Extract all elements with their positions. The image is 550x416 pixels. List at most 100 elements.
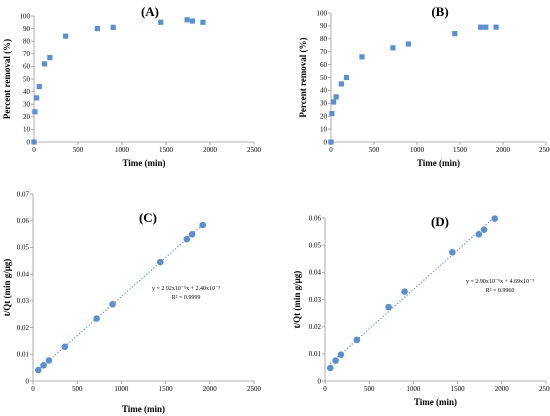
x-axis-label: Time (min) xyxy=(122,404,165,414)
data-point xyxy=(184,17,190,23)
data-point xyxy=(483,24,489,30)
panel-d: 0 500 1000 1500 2000 2500 0 0.01 0.02 0.03 0.04 0.0… xyxy=(292,214,550,407)
x-tick-label: 500 xyxy=(72,385,83,393)
x-tick-label: 0 xyxy=(32,146,36,154)
data-point xyxy=(189,18,195,24)
y-tick-label: 0.05 xyxy=(309,241,322,249)
y-tick-label: 0.06 xyxy=(17,217,30,225)
y-tick-label: 50 xyxy=(23,75,31,83)
trendline-equation: y = 2.90x10⁻⁵x + 4.69x10⁻³ xyxy=(466,279,534,285)
x-tick-label: 0 xyxy=(329,146,333,154)
y-tick-label: 0.02 xyxy=(309,323,322,331)
data-point xyxy=(31,139,37,145)
y-tick-label: 60 xyxy=(23,63,31,71)
y-tick-label: 0.06 xyxy=(309,214,322,222)
trendline-equation: y = 2.92x10⁻⁵x + 2.40x10⁻³ xyxy=(152,286,220,292)
trendline xyxy=(37,224,204,371)
x-tick-label: 1000 xyxy=(114,385,129,393)
y-tick-label: 0 xyxy=(318,377,322,385)
y-tick-label: 0.07 xyxy=(17,190,30,198)
y-tick-label: 60 xyxy=(320,61,328,69)
x-tick-label: 2500 xyxy=(247,146,262,154)
data-point xyxy=(475,231,483,238)
data-point xyxy=(63,33,69,39)
data-point xyxy=(337,351,345,358)
data-point xyxy=(41,61,48,67)
x-tick-label: 2000 xyxy=(203,385,218,393)
y-tick-label: 0.03 xyxy=(17,297,30,305)
x-tick-label: 1000 xyxy=(406,385,421,393)
y-tick-label: 90 xyxy=(23,25,31,33)
y-tick-label: 70 xyxy=(23,50,31,58)
panel-b: 0 500 1000 1500 2000 2500 0 10 20 30 40 50 60 70 80 90 1… xyxy=(298,4,550,168)
y-tick-label: 90 xyxy=(320,22,328,30)
y-tick-label: 10 xyxy=(23,126,31,134)
data-point xyxy=(61,343,69,351)
data-point xyxy=(493,24,499,30)
y-tick-label: 80 xyxy=(320,35,328,43)
data-point xyxy=(480,226,488,233)
data-point xyxy=(327,364,334,372)
x-axis-label: Time (min) xyxy=(417,158,460,168)
data-point xyxy=(330,99,337,105)
data-point xyxy=(156,258,164,266)
r-squared-label: R² = 0.9999 xyxy=(172,295,201,301)
r-squared-label: R² = 0.9960 xyxy=(486,288,515,294)
data-point xyxy=(390,45,396,51)
panel-a: 0 500 1000 1500 2000 2500 0 10 20 30 40 50 60 70 80 90 1… xyxy=(2,4,262,168)
y-tick-label: 0.03 xyxy=(309,296,322,304)
data-point xyxy=(332,357,339,364)
data-point xyxy=(34,95,40,101)
x-tick-label: 2000 xyxy=(495,385,510,393)
data-point xyxy=(35,366,42,374)
data-point xyxy=(32,109,38,115)
data-point xyxy=(47,54,53,61)
y-tick-label: 100 xyxy=(317,9,328,17)
y-axis-label: Percent removal (%) xyxy=(2,39,12,119)
x-tick-label: 500 xyxy=(73,146,84,154)
y-tick-label: 0.05 xyxy=(17,244,30,252)
y-tick-label: 10 xyxy=(320,125,328,133)
x-tick-label: 1000 xyxy=(115,146,130,154)
data-point xyxy=(359,54,365,60)
y-tick-label: 0.01 xyxy=(17,351,30,359)
data-point xyxy=(36,83,42,90)
data-point xyxy=(94,26,100,32)
data-point xyxy=(45,357,53,364)
y-tick-label: 70 xyxy=(320,48,328,56)
data-point xyxy=(343,74,350,81)
panel-title: (D) xyxy=(431,214,449,229)
trendline xyxy=(329,216,496,364)
y-tick-label: 50 xyxy=(320,74,328,82)
data-point xyxy=(385,303,392,311)
data-point xyxy=(158,19,164,25)
x-tick-label: 2500 xyxy=(539,385,550,393)
data-point xyxy=(405,41,411,47)
data-point xyxy=(183,235,191,243)
data-point xyxy=(329,111,335,117)
y-axis-label: Percent removal (%) xyxy=(298,37,308,117)
y-tick-label: 20 xyxy=(320,113,328,121)
data-point xyxy=(452,31,458,37)
y-tick-label: 40 xyxy=(23,88,31,96)
data-point xyxy=(353,336,361,344)
x-tick-label: 1500 xyxy=(451,385,466,393)
data-point xyxy=(109,301,116,308)
x-tick-label: 500 xyxy=(364,385,375,393)
x-axis-label: Time (min) xyxy=(122,158,165,168)
data-point xyxy=(328,139,334,145)
y-axis-label: t/Qt (min g/μg) xyxy=(2,259,12,317)
y-tick-label: 0 xyxy=(324,138,328,146)
data-point xyxy=(188,231,196,238)
panel-title: (C) xyxy=(139,210,157,225)
x-tick-label: 0 xyxy=(323,385,327,393)
panel-title: (A) xyxy=(141,4,159,19)
data-point xyxy=(40,361,47,369)
x-tick-label: 0 xyxy=(31,385,35,393)
x-tick-label: 2500 xyxy=(247,385,262,393)
y-tick-label: 30 xyxy=(23,101,31,109)
x-tick-label: 1500 xyxy=(159,146,174,154)
y-tick-label: 40 xyxy=(320,87,328,95)
y-tick-label: 20 xyxy=(23,113,31,121)
